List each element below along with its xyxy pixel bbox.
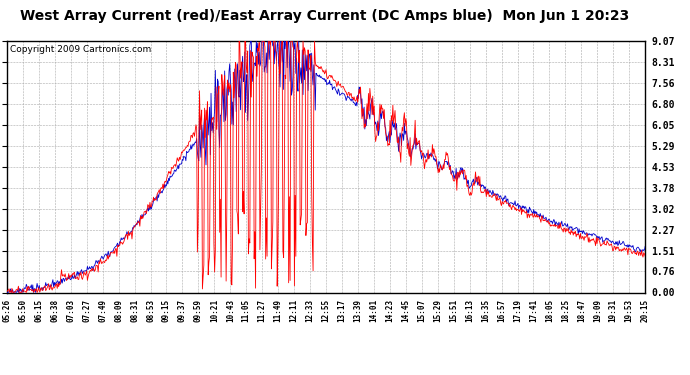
- Text: Copyright 2009 Cartronics.com: Copyright 2009 Cartronics.com: [10, 45, 151, 54]
- Text: West Array Current (red)/East Array Current (DC Amps blue)  Mon Jun 1 20:23: West Array Current (red)/East Array Curr…: [20, 9, 629, 23]
